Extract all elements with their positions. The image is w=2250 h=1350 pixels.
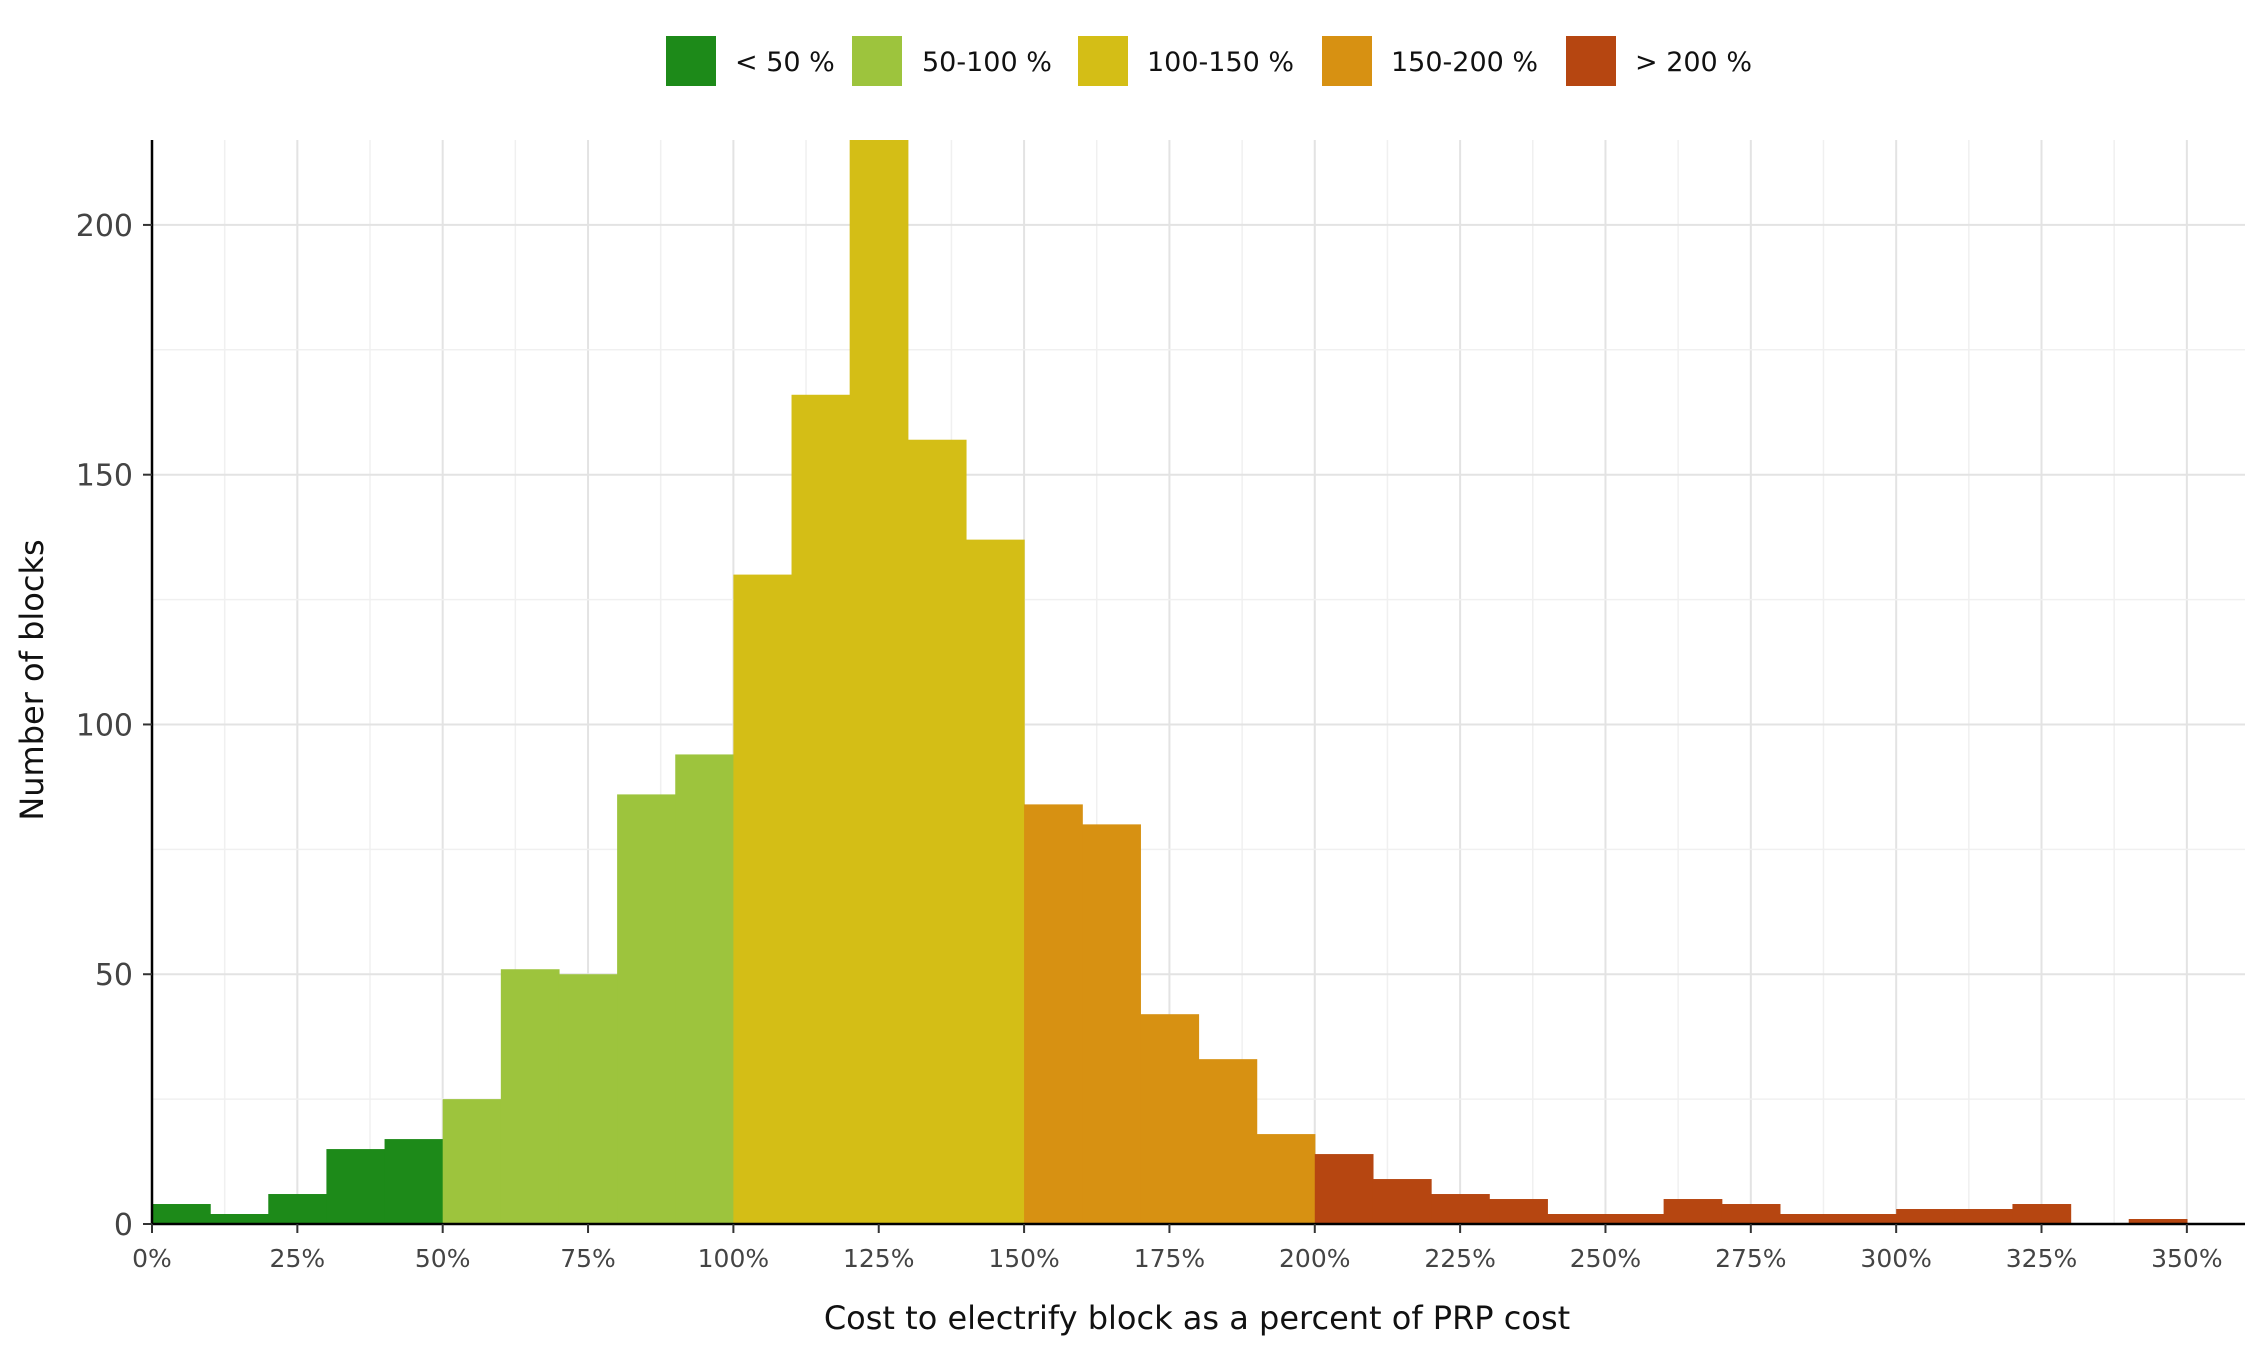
histogram-bar-2 — [268, 1194, 328, 1224]
x-tick-label: 100% — [698, 1244, 769, 1273]
histogram-bar-21 — [1372, 1179, 1432, 1224]
histogram-bar-7 — [558, 974, 618, 1224]
bars — [152, 140, 2188, 1224]
histogram-bar-12 — [849, 140, 909, 1224]
x-tick-label: 300% — [1860, 1244, 1931, 1273]
y-tick-label: 200 — [76, 209, 133, 244]
histogram-bar-11 — [791, 394, 851, 1224]
x-tick-label: 200% — [1279, 1244, 1350, 1273]
histogram-bar-5 — [442, 1099, 502, 1224]
histogram-bar-23 — [1489, 1199, 1548, 1224]
histogram-bar-8 — [617, 794, 676, 1224]
x-tick-label: 275% — [1715, 1244, 1786, 1273]
y-tick-label: 50 — [95, 958, 133, 993]
histogram-bar-14 — [965, 539, 1025, 1224]
legend-swatch-1 — [852, 36, 902, 86]
x-tick-label: 75% — [560, 1244, 616, 1273]
histogram-bar-34 — [2128, 1219, 2188, 1224]
legend-label-4: > 200 % — [1635, 47, 1752, 78]
y-tick-label: 150 — [76, 459, 133, 494]
histogram-bar-15 — [1024, 804, 1083, 1224]
y-axis-title: Number of blocks — [13, 539, 51, 820]
histogram-bar-4 — [384, 1139, 444, 1224]
histogram-bar-16 — [1082, 824, 1141, 1224]
histogram-bar-18 — [1198, 1059, 1258, 1224]
histogram-bar-3 — [326, 1149, 386, 1224]
histogram-bar-13 — [907, 439, 967, 1224]
histogram-bar-20 — [1314, 1154, 1374, 1224]
histogram-bar-24 — [1547, 1214, 1607, 1224]
x-tick-label: 225% — [1424, 1244, 1495, 1273]
legend: < 50 % 50-100 % 100-150 % 150-200 % > 200 % — [666, 36, 1752, 86]
x-axis-title: Cost to electrify block as a percent of … — [824, 1299, 1570, 1337]
histogram-bar-1 — [210, 1214, 269, 1224]
x-tick-label: 350% — [2151, 1244, 2222, 1273]
histogram-bar-9 — [675, 754, 734, 1224]
x-tick-label: 0% — [132, 1244, 172, 1273]
legend-label-1: 50-100 % — [922, 47, 1052, 78]
histogram-bar-30 — [1896, 1209, 1955, 1224]
x-tick-label: 125% — [843, 1244, 914, 1273]
x-tick-label: 250% — [1570, 1244, 1641, 1273]
x-axis-ticks: 0% 25% 50% 75% 100% 125% 150% 175% 200% 225% 250% 2… — [132, 1224, 2223, 1273]
histogram-bar-19 — [1256, 1134, 1316, 1224]
histogram-bar-31 — [1954, 1209, 2014, 1224]
legend-swatch-4 — [1566, 36, 1616, 86]
legend-label-0: < 50 % — [735, 47, 835, 78]
legend-swatch-3 — [1322, 36, 1372, 86]
x-tick-label: 175% — [1134, 1244, 1205, 1273]
legend-label-3: 150-200 % — [1391, 47, 1538, 78]
histogram-bar-32 — [2012, 1204, 2072, 1224]
legend-swatch-2 — [1078, 36, 1128, 86]
histogram-bar-27 — [1721, 1204, 1781, 1224]
x-tick-label: 325% — [2006, 1244, 2077, 1273]
legend-swatch-0 — [666, 36, 716, 86]
y-tick-label: 0 — [114, 1208, 133, 1243]
legend-label-2: 100-150 % — [1147, 47, 1294, 78]
histogram-bar-22 — [1431, 1194, 1490, 1224]
y-tick-label: 100 — [76, 708, 133, 743]
histogram-bar-6 — [500, 969, 560, 1224]
histogram-bar-28 — [1779, 1214, 1839, 1224]
histogram-bar-10 — [733, 574, 793, 1224]
histogram-bar-25 — [1605, 1214, 1665, 1224]
histogram-bar-29 — [1838, 1214, 1897, 1224]
x-tick-label: 25% — [270, 1244, 326, 1273]
histogram-bar-0 — [152, 1204, 211, 1224]
histogram-bar-26 — [1663, 1199, 1723, 1224]
y-axis-ticks: 0 50 100 150 200 — [76, 209, 152, 1243]
histogram-bar-17 — [1140, 1014, 1200, 1224]
x-tick-label: 50% — [415, 1244, 471, 1273]
x-tick-label: 150% — [988, 1244, 1059, 1273]
